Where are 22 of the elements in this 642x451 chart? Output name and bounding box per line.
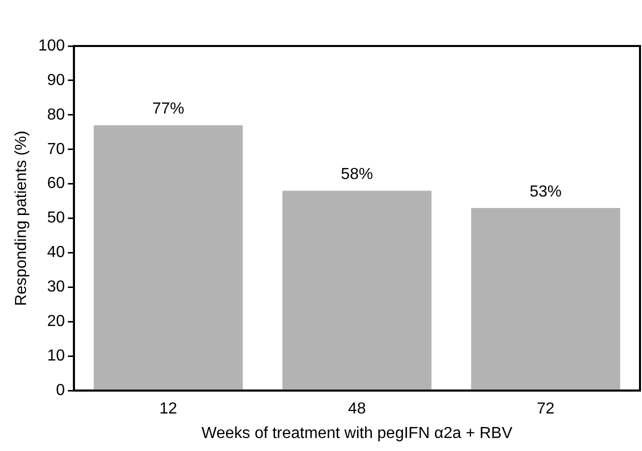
y-tick-label: 80 xyxy=(47,106,65,124)
y-axis-title: Responding patients (%) xyxy=(13,130,30,306)
x-axis-title: Weeks of treatment with pegIFN α2a + RBV xyxy=(202,424,513,442)
bar xyxy=(94,125,243,390)
y-tick-label: 0 xyxy=(56,382,65,400)
y-tick-label: 60 xyxy=(47,175,65,192)
bar xyxy=(471,208,620,390)
data-label: 53% xyxy=(530,183,562,200)
y-tick-label: 40 xyxy=(47,244,65,262)
x-tick-label: 48 xyxy=(348,400,366,418)
y-tick-label: 90 xyxy=(47,72,65,89)
y-tick-label: 10 xyxy=(47,348,65,365)
bar xyxy=(282,190,432,390)
y-tick-label: 30 xyxy=(47,278,65,296)
data-label: 58% xyxy=(340,166,373,184)
x-tick-label: 72 xyxy=(536,400,555,418)
x-tick-label: 12 xyxy=(159,400,178,418)
data-label: 77% xyxy=(152,100,184,118)
y-tick-label: 70 xyxy=(47,140,65,158)
y-tick-label: 100 xyxy=(38,37,65,54)
y-tick-label: 20 xyxy=(47,313,65,330)
y-tick-label: 50 xyxy=(47,210,65,227)
